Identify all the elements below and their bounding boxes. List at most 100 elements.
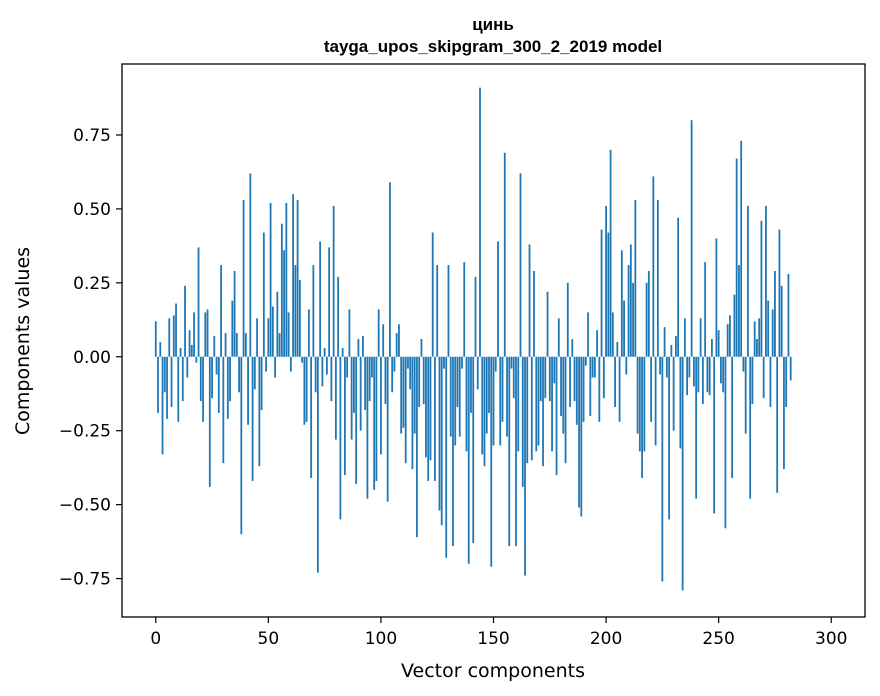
bar-46	[258, 356, 261, 467]
bar-282	[789, 356, 792, 381]
bar-12	[181, 356, 184, 402]
bar-260	[740, 140, 743, 357]
bar-215	[638, 356, 641, 452]
bar-69	[310, 356, 313, 479]
bar-110	[402, 356, 405, 428]
bar-93	[364, 356, 367, 410]
bar-179	[557, 318, 560, 357]
bar-20	[199, 356, 202, 402]
x-axis-ticks: 0 50 100 150 200 250 300	[150, 617, 847, 649]
bar-44	[253, 356, 256, 390]
bar-63	[296, 200, 299, 357]
bar-128	[443, 356, 445, 369]
bar-25	[211, 356, 213, 399]
bar-274	[771, 309, 774, 357]
bar-48	[262, 232, 265, 357]
bar-195	[593, 356, 596, 378]
chart-title-line1: цинь	[472, 15, 514, 34]
bar-13	[184, 285, 186, 357]
bar-239	[692, 356, 695, 387]
bar-220	[650, 356, 653, 422]
bar-279	[783, 356, 785, 470]
bar-236	[686, 356, 689, 396]
bar-158	[510, 356, 513, 369]
bar-135	[458, 356, 461, 437]
bar-113	[409, 356, 412, 390]
bar-280	[785, 356, 788, 408]
y-tick-label-5: 0.50	[73, 200, 111, 220]
bar-178	[555, 356, 558, 476]
bar-100	[380, 356, 382, 455]
bar-245	[706, 356, 709, 393]
plot-frame	[121, 63, 866, 618]
bar-121	[427, 356, 430, 481]
bar-174	[546, 291, 549, 357]
x-tick-label-250: 250	[702, 629, 734, 649]
bar-270	[762, 356, 765, 399]
bar-240	[695, 356, 698, 499]
bar-89	[355, 356, 358, 484]
bar-201	[607, 232, 610, 357]
bar-42	[249, 173, 252, 357]
bar-140	[470, 356, 472, 413]
bar-171	[539, 356, 542, 402]
bar-225	[661, 356, 664, 582]
bar-87	[350, 356, 353, 440]
bar-253	[724, 356, 727, 529]
bar-251	[720, 356, 722, 384]
bar-259	[738, 265, 740, 357]
bar-167	[530, 356, 533, 461]
bar-214	[636, 356, 639, 434]
bar-176	[551, 356, 553, 452]
bar-3	[161, 356, 164, 455]
bar-183	[566, 282, 569, 357]
bar-177	[553, 356, 556, 384]
bar-84	[344, 356, 346, 476]
bar-149	[490, 356, 493, 567]
bar-109	[400, 356, 403, 434]
bar-277	[778, 229, 781, 357]
bar-227	[665, 356, 668, 378]
bar-237	[688, 356, 691, 378]
bar-1	[157, 356, 159, 413]
bar-66	[303, 356, 306, 425]
bar-146	[483, 356, 486, 467]
bar-106	[393, 356, 396, 372]
bar-275	[774, 271, 776, 357]
bar-139	[467, 356, 470, 564]
bar-101	[382, 324, 385, 357]
bar-53	[274, 356, 276, 378]
bar-165	[526, 356, 529, 464]
bar-80	[334, 356, 337, 440]
bar-116	[416, 356, 418, 538]
bar-265	[751, 356, 754, 405]
bar-112	[407, 356, 409, 369]
bar-115	[413, 356, 416, 434]
bar-188	[578, 356, 580, 508]
bar-124	[434, 356, 436, 481]
bar-30	[222, 356, 225, 464]
bar-182	[564, 356, 567, 464]
bar-198	[600, 229, 603, 357]
bar-52	[271, 306, 274, 357]
bar-210	[627, 265, 630, 357]
bar-104	[389, 182, 391, 357]
y-tick-label-3: 0.00	[73, 348, 111, 368]
bar-7	[170, 356, 173, 408]
bar-216	[641, 356, 643, 479]
bar-26	[213, 336, 216, 357]
bar-118	[420, 339, 423, 357]
bar-22	[204, 312, 207, 357]
bar-218	[645, 282, 648, 357]
bar-79	[332, 205, 335, 357]
bar-257	[733, 294, 736, 357]
bar-119	[422, 356, 425, 405]
x-tick-label-100: 100	[365, 629, 397, 649]
bar-126	[438, 356, 441, 511]
bar-94	[366, 356, 369, 499]
bar-229	[670, 344, 673, 357]
bar-32	[226, 356, 229, 419]
bar-235	[683, 318, 686, 357]
bar-23	[206, 309, 209, 357]
bar-267	[756, 339, 758, 357]
